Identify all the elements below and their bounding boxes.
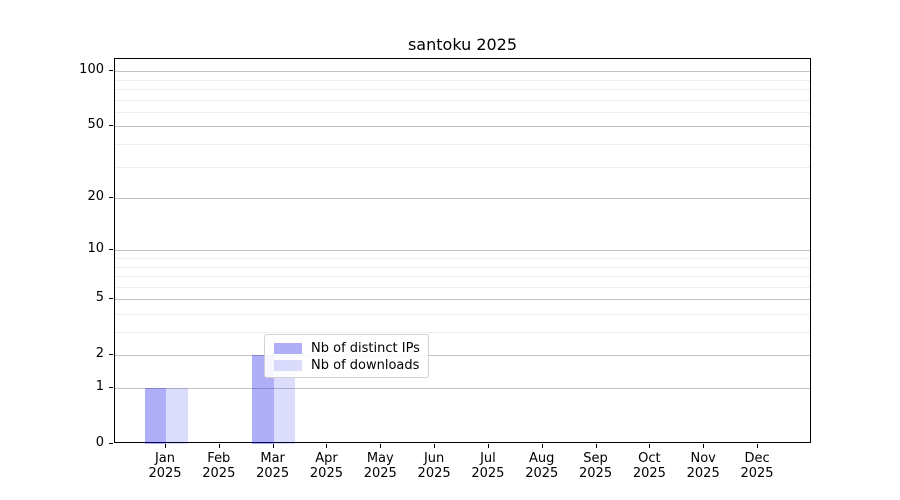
x-tick-label-jun: Jun 2025	[406, 451, 462, 481]
x-tick-label-line: Dec	[744, 451, 770, 466]
x-tick-label-dec: Dec 2025	[729, 451, 785, 481]
y-tick-mark	[109, 70, 113, 72]
legend-swatch-distinct-ips-icon	[274, 343, 302, 354]
x-tick-mark	[165, 444, 166, 448]
bar-jan-downloads	[166, 388, 188, 444]
x-tick-label-line: 2025	[579, 466, 613, 481]
x-tick-label-may: May 2025	[352, 451, 408, 481]
x-tick-label-line: 2025	[363, 466, 397, 481]
minor-gridline	[115, 266, 810, 268]
x-tick-label-apr: Apr 2025	[298, 451, 354, 481]
major-gridline	[115, 126, 810, 128]
y-tick-label: 50	[87, 117, 104, 133]
x-tick-label-line: Apr	[315, 451, 338, 466]
legend-entry-distinct-ips: Nb of distinct IPs	[274, 340, 420, 357]
x-tick-label-jul: Jul 2025	[460, 451, 516, 481]
x-tick-label-line: 2025	[417, 466, 451, 481]
minor-gridline	[115, 286, 810, 288]
x-tick-label-line: 2025	[309, 466, 343, 481]
minor-gridline	[115, 99, 810, 101]
minor-gridline	[115, 166, 810, 168]
minor-gridline	[115, 79, 810, 81]
y-tick-mark	[109, 354, 113, 356]
chart-title: santoku 2025	[407, 35, 518, 54]
x-tick-label-aug: Aug 2025	[514, 451, 570, 481]
x-tick-label-line: 2025	[686, 466, 720, 481]
x-tick-label-jan: Jan 2025	[137, 451, 193, 481]
major-gridline	[115, 355, 810, 357]
legend-label: Nb of distinct IPs	[311, 341, 420, 356]
x-tick-mark	[380, 444, 382, 448]
minor-gridline	[115, 144, 810, 146]
x-tick-label-line: Sep	[583, 451, 608, 466]
x-tick-mark	[434, 444, 436, 448]
y-tick-label: 5	[95, 290, 104, 306]
x-tick-label-line: 2025	[525, 466, 559, 481]
minor-gridline	[115, 276, 810, 278]
legend-swatch-downloads-icon	[274, 360, 302, 371]
x-tick-label-line: Mar	[260, 451, 285, 466]
y-tick-label: 0	[95, 435, 104, 450]
y-tick-label: 100	[79, 62, 104, 78]
minor-gridline	[115, 313, 810, 315]
x-tick-label-line: 2025	[471, 466, 505, 481]
legend-entry-downloads: Nb of downloads	[274, 357, 419, 374]
y-tick-mark	[109, 387, 113, 388]
x-tick-label-line: 2025	[632, 466, 666, 481]
x-tick-label-line: Jun	[423, 451, 445, 466]
x-tick-label-line: Jul	[480, 451, 496, 466]
x-tick-mark	[649, 444, 651, 448]
x-tick-mark	[541, 444, 543, 448]
x-tick-mark	[218, 444, 220, 448]
x-tick-label-nov: Nov 2025	[675, 451, 731, 481]
x-tick-label-line: 2025	[256, 466, 290, 481]
minor-gridline	[115, 332, 810, 334]
x-tick-mark	[487, 444, 489, 448]
legend-label: Nb of downloads	[311, 358, 420, 373]
legend: Nb of distinct IPs Nb of downloads	[264, 334, 429, 378]
x-tick-mark	[595, 444, 597, 448]
major-gridline	[115, 388, 810, 389]
x-tick-label-line: May	[366, 451, 394, 466]
x-tick-mark	[326, 444, 328, 448]
x-tick-mark	[703, 444, 705, 448]
x-tick-label-line: 2025	[740, 466, 774, 481]
x-tick-label-sep: Sep 2025	[568, 451, 624, 481]
y-tick-mark	[109, 197, 113, 199]
x-tick-mark	[757, 444, 759, 448]
minor-gridline	[115, 258, 810, 259]
y-tick-label: 1	[95, 379, 104, 394]
x-tick-label-line: 2025	[202, 466, 236, 481]
x-tick-label-line: Jan	[154, 451, 176, 466]
plot-area	[114, 58, 811, 444]
y-tick-mark	[109, 249, 113, 251]
x-tick-mark	[272, 444, 274, 448]
y-tick-mark	[109, 443, 113, 444]
y-tick-label: 20	[87, 189, 104, 205]
x-tick-label-mar: Mar 2025	[245, 451, 301, 481]
minor-gridline	[115, 111, 810, 113]
x-tick-label-line: Feb	[207, 451, 231, 466]
x-tick-label-line: 2025	[148, 466, 182, 481]
x-tick-label-line: Oct	[638, 451, 661, 466]
y-tick-label: 2	[95, 346, 104, 362]
y-tick-mark	[109, 298, 113, 300]
minor-gridline	[115, 89, 810, 91]
major-gridline	[115, 198, 810, 200]
x-tick-label-line: Nov	[690, 451, 716, 466]
major-gridline	[115, 250, 810, 252]
y-tick-label: 10	[87, 241, 104, 257]
x-tick-label-feb: Feb 2025	[191, 451, 247, 481]
bar-jan-distinct-ips	[144, 388, 166, 444]
x-tick-label-oct: Oct 2025	[621, 451, 677, 481]
y-tick-mark	[109, 125, 113, 127]
major-gridline	[115, 71, 810, 73]
major-gridline	[115, 299, 810, 301]
x-tick-label-line: Aug	[529, 451, 555, 466]
